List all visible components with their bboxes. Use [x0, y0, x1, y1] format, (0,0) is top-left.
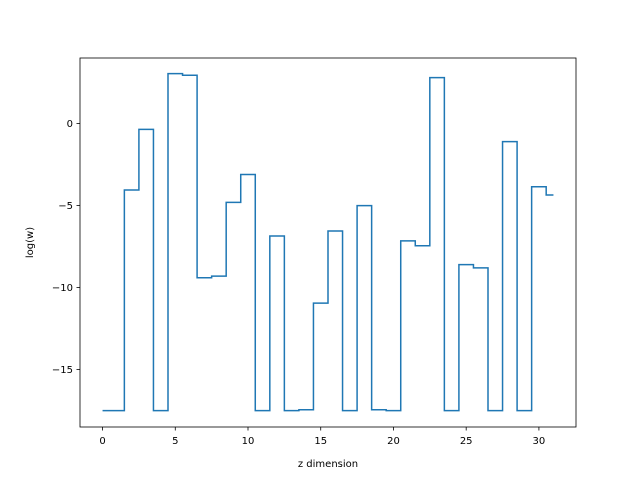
x-tick-label: 5: [172, 436, 178, 447]
y-tick-label: −15: [52, 365, 73, 376]
x-tick-label: 0: [99, 436, 105, 447]
series-line-0: [102, 72, 554, 412]
x-tick-label: 25: [460, 436, 473, 447]
y-tick-label: −5: [58, 201, 73, 212]
x-axis-label: z dimension: [298, 459, 358, 470]
series-layer: [102, 72, 554, 412]
y-tick-label: −10: [52, 283, 73, 294]
plot-frame: [79, 57, 577, 428]
x-tick-label: 20: [387, 436, 400, 447]
y-axis-ticks: −15 −10 −5 0: [52, 119, 80, 376]
x-tick-label: 10: [242, 436, 255, 447]
y-tick-label: 0: [67, 119, 73, 130]
x-tick-label: 30: [533, 436, 546, 447]
y-axis-label: log(w): [25, 227, 36, 258]
x-tick-label: 15: [314, 436, 327, 447]
x-axis-ticks: 0 5 10 15 20 25 30: [99, 427, 545, 447]
